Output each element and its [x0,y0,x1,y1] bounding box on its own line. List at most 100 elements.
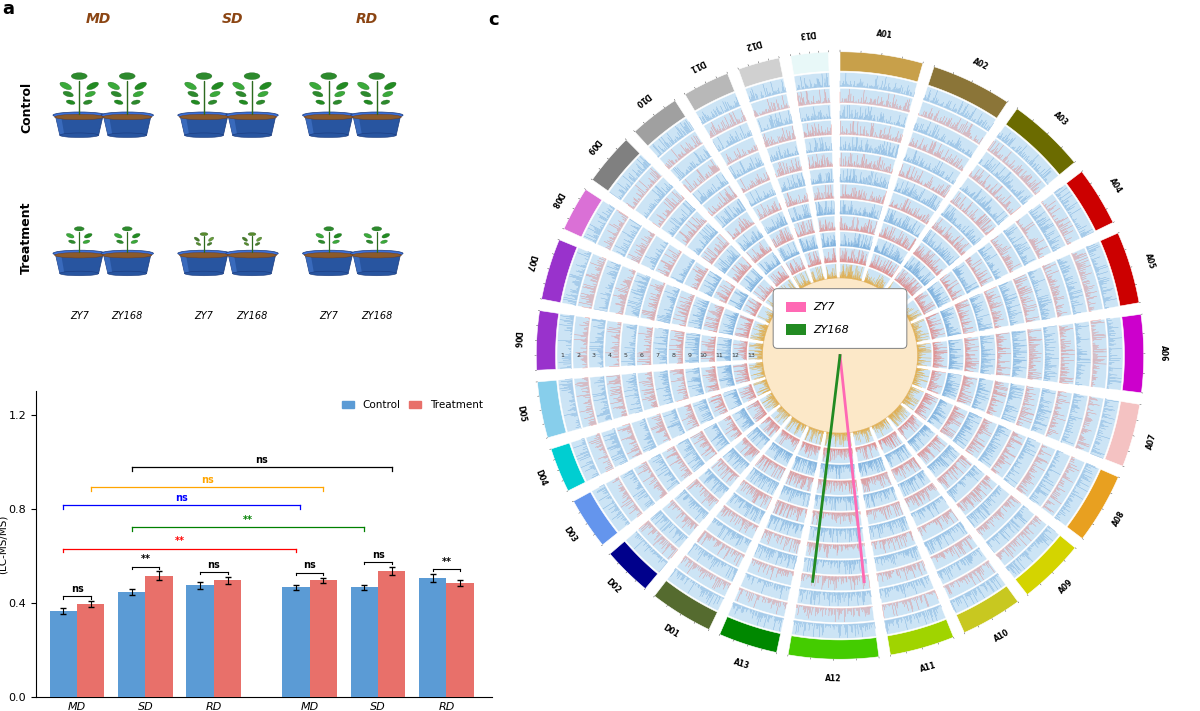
Text: 3: 3 [592,353,596,358]
Ellipse shape [304,114,354,119]
Polygon shape [103,253,151,274]
Ellipse shape [227,252,277,258]
Polygon shape [978,151,1034,205]
Text: D03: D03 [562,525,578,544]
Polygon shape [536,311,559,370]
Polygon shape [928,67,1008,118]
Polygon shape [541,240,577,303]
Polygon shape [1054,184,1094,237]
Polygon shape [654,581,718,629]
Ellipse shape [122,227,132,231]
Text: ZY168: ZY168 [361,311,392,321]
Polygon shape [744,181,776,207]
Polygon shape [760,529,800,555]
Text: A05: A05 [1144,252,1157,270]
Ellipse shape [304,252,354,258]
Text: ns: ns [256,455,268,465]
Polygon shape [778,279,798,299]
Polygon shape [703,302,724,332]
Polygon shape [696,92,740,124]
Bar [118,592,145,697]
Text: A03: A03 [1052,110,1070,128]
Polygon shape [720,137,758,166]
Polygon shape [180,115,190,135]
Polygon shape [899,162,952,198]
Polygon shape [898,470,931,498]
Polygon shape [103,115,113,135]
Polygon shape [1030,450,1070,507]
Polygon shape [758,417,780,438]
Polygon shape [696,530,745,567]
Polygon shape [656,284,680,324]
Polygon shape [732,408,755,432]
Polygon shape [953,261,980,294]
Ellipse shape [361,91,371,97]
Polygon shape [55,253,103,274]
Polygon shape [966,486,1009,528]
Polygon shape [918,102,988,144]
Polygon shape [884,605,946,634]
Polygon shape [676,439,704,472]
Polygon shape [605,321,622,367]
Polygon shape [713,198,746,228]
Polygon shape [907,424,936,453]
Text: A11: A11 [919,661,937,673]
Polygon shape [733,363,750,385]
Polygon shape [650,510,688,548]
Text: ns: ns [304,560,316,570]
Polygon shape [1043,326,1060,383]
Polygon shape [932,341,948,369]
Polygon shape [960,177,1009,225]
Text: **: ** [140,555,150,565]
Text: ZY7: ZY7 [319,311,338,321]
Polygon shape [766,515,804,539]
Ellipse shape [83,100,92,105]
Polygon shape [748,342,763,360]
Polygon shape [1057,255,1087,314]
Ellipse shape [84,233,92,238]
Polygon shape [996,515,1046,566]
Polygon shape [674,489,708,524]
Ellipse shape [185,133,223,137]
Polygon shape [1043,261,1072,317]
Ellipse shape [131,240,138,244]
Ellipse shape [302,250,355,257]
Polygon shape [822,448,854,464]
Polygon shape [913,242,948,276]
Ellipse shape [114,233,122,238]
Text: A13: A13 [732,657,751,670]
Polygon shape [698,469,728,499]
Polygon shape [661,447,692,482]
Text: **: ** [175,536,185,546]
Ellipse shape [382,233,390,238]
Polygon shape [802,120,832,137]
Polygon shape [648,454,679,492]
Polygon shape [713,245,740,274]
Polygon shape [908,132,970,171]
Polygon shape [353,115,401,135]
Polygon shape [902,387,924,411]
Text: 5: 5 [624,353,628,358]
Polygon shape [756,305,775,324]
Polygon shape [692,399,714,424]
Polygon shape [353,253,401,274]
Text: Treatment: Treatment [20,202,32,274]
Ellipse shape [102,252,152,258]
Polygon shape [779,486,810,508]
Polygon shape [703,423,730,452]
Polygon shape [1072,248,1103,311]
Text: ZY7: ZY7 [812,302,834,312]
Polygon shape [947,465,985,503]
Polygon shape [948,338,964,370]
Text: 11: 11 [715,353,724,358]
Polygon shape [719,309,739,335]
Ellipse shape [133,91,143,97]
Polygon shape [1006,109,1074,175]
Text: ZY7: ZY7 [194,311,214,321]
Ellipse shape [358,271,396,276]
Text: c: c [488,11,499,28]
Polygon shape [940,271,966,301]
Polygon shape [606,477,642,522]
Polygon shape [685,73,734,111]
Polygon shape [1091,399,1120,459]
